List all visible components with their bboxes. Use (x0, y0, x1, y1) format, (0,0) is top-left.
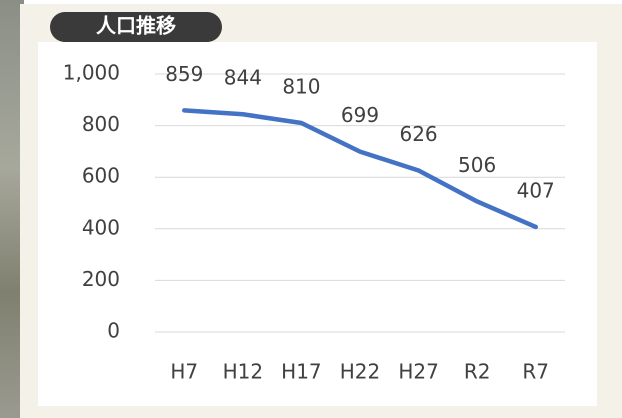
data-label: 506 (458, 153, 496, 177)
data-label: 859 (165, 62, 203, 86)
chart-title: 人口推移 (96, 14, 176, 38)
x-tick-label: R7 (522, 360, 549, 384)
y-tick-label: 200 (82, 267, 120, 291)
data-label: 699 (341, 103, 379, 127)
y-tick-label: 1,000 (63, 61, 120, 85)
x-tick-label: R2 (464, 360, 491, 384)
data-label: 810 (282, 75, 320, 99)
y-tick-label: 600 (82, 164, 120, 188)
y-tick-label: 400 (82, 215, 120, 239)
x-tick-label: H12 (223, 360, 264, 384)
x-tick-label: H7 (170, 360, 198, 384)
data-label: 844 (224, 66, 262, 90)
chart: 人口推移 0 200 400 600 800 1,000 H7 H12 H17 H22 H27 R2 R… (0, 0, 622, 418)
data-label: 407 (517, 178, 555, 202)
x-tick-label: H22 (340, 360, 381, 384)
x-tick-label: H27 (398, 360, 439, 384)
x-tick-label: H17 (281, 360, 322, 384)
data-label: 626 (399, 122, 437, 146)
y-tick-label: 800 (82, 112, 120, 136)
page: {"chart_data": {"type": "line", "title":… (0, 0, 622, 418)
y-tick-label: 0 (107, 319, 120, 343)
